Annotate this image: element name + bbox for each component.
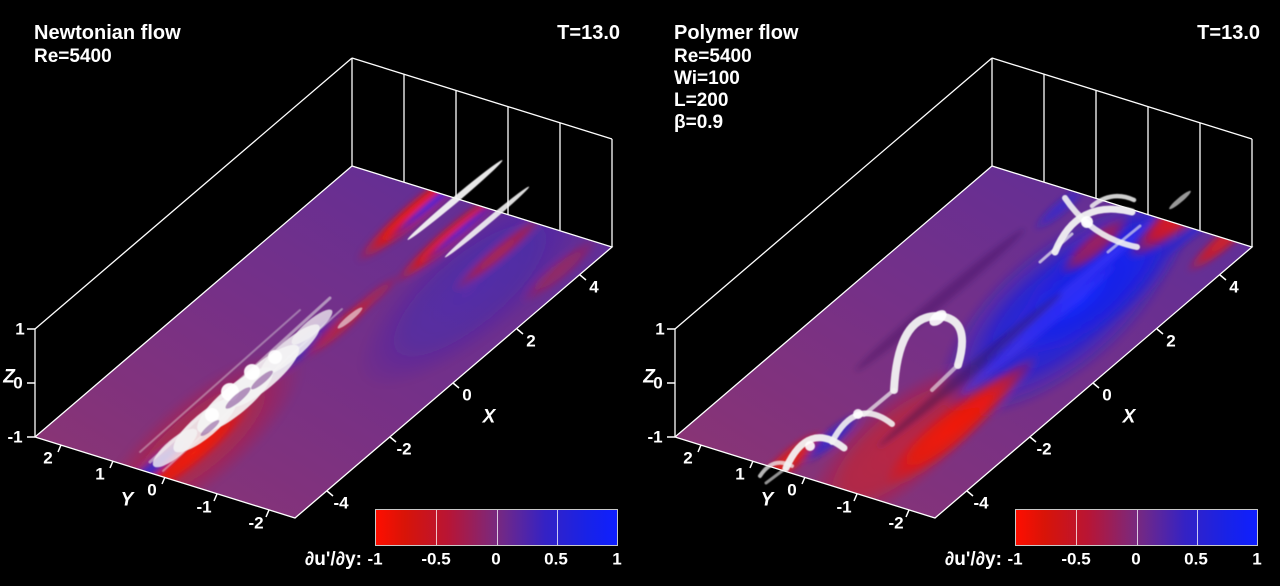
y-tick-label: 0	[147, 480, 157, 500]
colorbar-divider	[1136, 510, 1138, 545]
axis-ticks	[667, 274, 1227, 518]
colorbar-tick-label: -0.5	[1061, 549, 1091, 569]
colorbar-divider	[1076, 510, 1078, 545]
z-tick-label: 0	[653, 373, 663, 393]
y-tick-label: -1	[196, 497, 212, 517]
panel-newtonian: Newtonian flow Re=5400 T=13.0 1 0 -1 Z 2…	[3, 22, 622, 570]
wall-grid	[33, 57, 614, 519]
param-line: β=0.9	[674, 112, 724, 133]
y-tick-label: -2	[888, 513, 904, 533]
colorbar	[1015, 509, 1258, 546]
panel-title: Polymer flow	[674, 22, 799, 44]
x-axis-label: X	[1122, 406, 1136, 428]
scene-3d-newtonian	[27, 57, 614, 519]
colorbar-tick-label: 1	[612, 549, 622, 569]
colorbar-divider	[496, 510, 498, 545]
z-tick-label: -1	[7, 427, 23, 447]
colorbar-tick-label: -1	[1007, 549, 1023, 569]
panel-title: Newtonian flow	[34, 22, 181, 44]
z-tick-label: 1	[15, 319, 25, 339]
time-label: T=13.0	[1197, 22, 1260, 44]
vortex-isosurfaces	[139, 160, 530, 472]
colorbar-tick-label: -1	[367, 549, 383, 569]
colorbar-tick-label: 1	[1252, 549, 1262, 569]
colorbar-tick-label: 0.5	[544, 549, 568, 569]
y-tick-label: 2	[683, 448, 693, 468]
y-axis-label: Y	[120, 489, 134, 511]
z-axis-label: Z	[643, 366, 655, 388]
colorbar-tick-label: 0	[1131, 549, 1141, 569]
y-tick-label: 1	[735, 464, 745, 484]
time-label: T=13.0	[557, 22, 620, 44]
x-tick-label: -4	[973, 493, 989, 513]
z-tick-label: 0	[13, 373, 23, 393]
y-tick-label: 1	[95, 464, 105, 484]
colorbar-tick-label: -0.5	[421, 549, 451, 569]
x-axis-label: X	[482, 406, 496, 428]
x-tick-label: 4	[589, 277, 599, 297]
z-axis-label: Z	[3, 366, 15, 388]
param-line: Re=5400	[674, 46, 752, 67]
panel-polymer: Polymer flow Re=5400 Wi=100 L=200 β=0.9 …	[640, 0, 1280, 586]
x-tick-label: 2	[1166, 331, 1176, 351]
x-tick-label: -2	[1036, 439, 1052, 459]
scene-3d-polymer	[667, 57, 1254, 519]
colorbar-tick-label: 0	[491, 549, 501, 569]
param-line: L=200	[674, 90, 729, 111]
y-tick-label: -2	[248, 513, 264, 533]
y-tick-label: 0	[787, 480, 797, 500]
colorbar	[375, 509, 618, 546]
y-tick-label: -1	[836, 497, 852, 517]
x-tick-label: 0	[1102, 385, 1112, 405]
colorbar-label: ∂u'/∂y:	[944, 549, 1002, 570]
colorbar-divider	[436, 510, 438, 545]
x-tick-label: -4	[333, 493, 349, 513]
param-line: Re=5400	[34, 46, 112, 67]
x-tick-label: -2	[396, 439, 412, 459]
z-tick-label: 1	[655, 319, 665, 339]
vortex-isosurfaces	[758, 190, 1191, 485]
x-tick-label: 2	[526, 331, 536, 351]
y-tick-label: 2	[43, 448, 53, 468]
colorbar-divider	[556, 510, 558, 545]
x-tick-label: 0	[462, 385, 472, 405]
wall-grid	[673, 57, 1254, 519]
colorbar-tick-label: 0.5	[1184, 549, 1208, 569]
colorbar-divider	[1196, 510, 1198, 545]
x-tick-label: 4	[1229, 277, 1239, 297]
param-line: Wi=100	[674, 68, 740, 89]
axis-ticks	[27, 274, 587, 518]
y-axis-label: Y	[760, 489, 774, 511]
colorbar-label: ∂u'/∂y:	[304, 549, 362, 570]
z-tick-label: -1	[647, 427, 663, 447]
